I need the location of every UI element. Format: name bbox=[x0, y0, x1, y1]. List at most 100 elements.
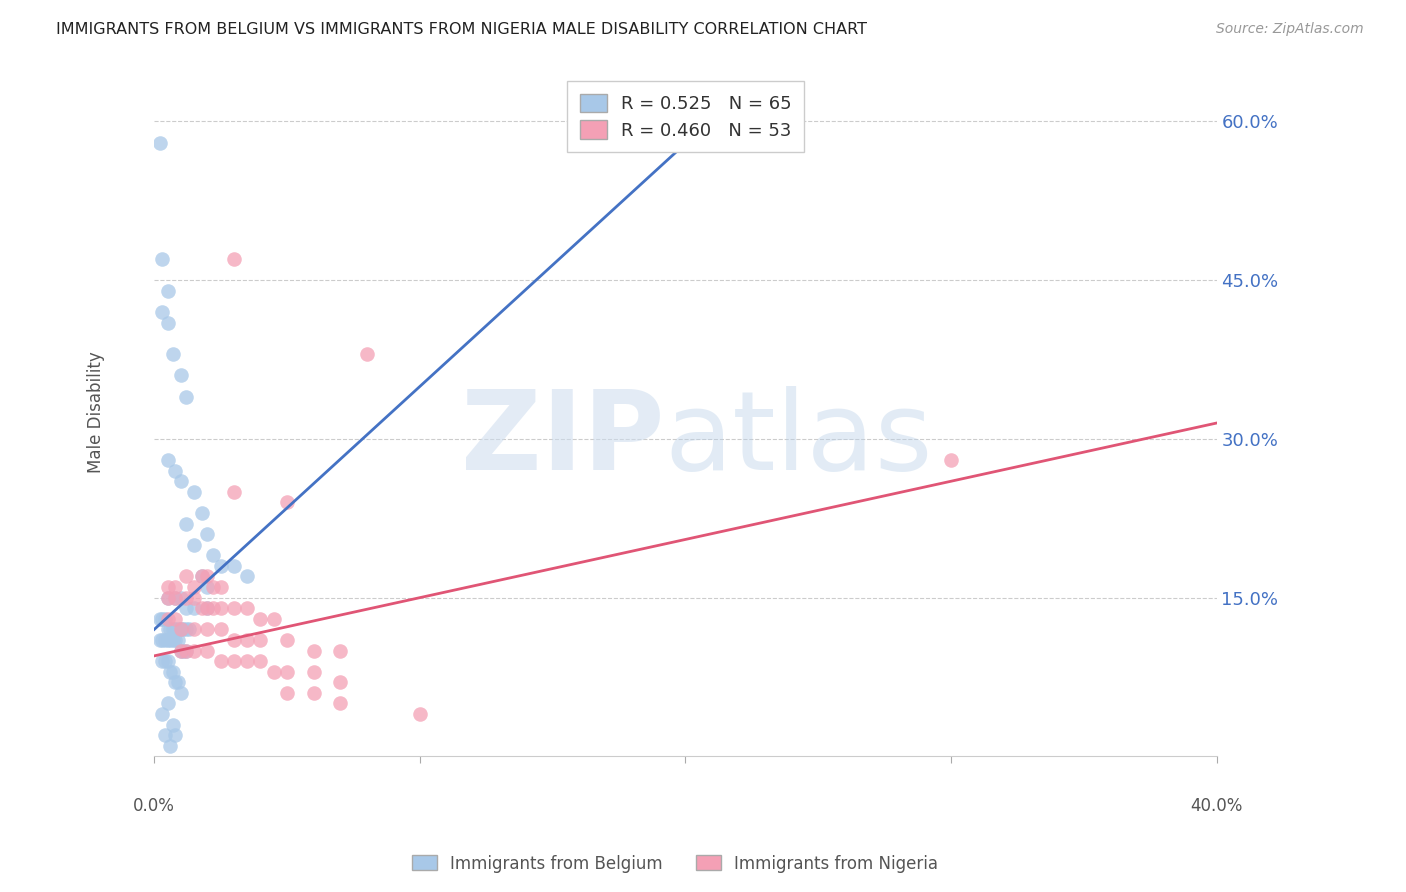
Point bbox=[156, 623, 179, 637]
Point bbox=[276, 495, 298, 509]
Point bbox=[209, 601, 232, 615]
Point bbox=[156, 612, 179, 626]
Point bbox=[167, 675, 190, 690]
Point bbox=[183, 484, 205, 499]
Point bbox=[191, 601, 214, 615]
Point bbox=[236, 601, 259, 615]
Point bbox=[174, 601, 197, 615]
Point bbox=[249, 654, 271, 668]
Point bbox=[159, 739, 181, 753]
Point bbox=[165, 728, 187, 742]
Point bbox=[156, 284, 179, 298]
Point bbox=[170, 591, 193, 605]
Point bbox=[329, 697, 352, 711]
Point bbox=[162, 632, 184, 647]
Point bbox=[162, 347, 184, 361]
Point bbox=[150, 632, 173, 647]
Point bbox=[183, 538, 205, 552]
Point bbox=[201, 601, 224, 615]
Point bbox=[174, 516, 197, 531]
Point bbox=[183, 623, 205, 637]
Point bbox=[156, 453, 179, 467]
Point bbox=[302, 686, 325, 700]
Point bbox=[302, 665, 325, 679]
Text: Source: ZipAtlas.com: Source: ZipAtlas.com bbox=[1216, 22, 1364, 37]
Point bbox=[159, 665, 181, 679]
Point bbox=[165, 623, 187, 637]
Point bbox=[174, 569, 197, 583]
Legend: R = 0.525   N = 65, R = 0.460   N = 53: R = 0.525 N = 65, R = 0.460 N = 53 bbox=[567, 81, 804, 153]
Point bbox=[276, 686, 298, 700]
Point bbox=[156, 316, 179, 330]
Point bbox=[209, 623, 232, 637]
Text: 0.0%: 0.0% bbox=[134, 797, 176, 814]
Point bbox=[209, 580, 232, 594]
Point bbox=[167, 632, 190, 647]
Point bbox=[209, 654, 232, 668]
Point bbox=[165, 612, 187, 626]
Point bbox=[150, 707, 173, 722]
Point bbox=[170, 643, 193, 657]
Point bbox=[174, 643, 197, 657]
Point bbox=[172, 623, 194, 637]
Point bbox=[329, 643, 352, 657]
Point bbox=[153, 632, 176, 647]
Point bbox=[156, 591, 179, 605]
Point bbox=[162, 665, 184, 679]
Point bbox=[156, 697, 179, 711]
Point bbox=[195, 527, 218, 541]
Text: IMMIGRANTS FROM BELGIUM VS IMMIGRANTS FROM NIGERIA MALE DISABILITY CORRELATION C: IMMIGRANTS FROM BELGIUM VS IMMIGRANTS FR… bbox=[56, 22, 868, 37]
Point bbox=[170, 686, 193, 700]
Point bbox=[170, 623, 193, 637]
Point bbox=[249, 612, 271, 626]
Point bbox=[148, 612, 170, 626]
Point bbox=[174, 591, 197, 605]
Point bbox=[156, 591, 179, 605]
Point bbox=[150, 252, 173, 266]
Point bbox=[156, 632, 179, 647]
Point bbox=[329, 675, 352, 690]
Point bbox=[939, 453, 962, 467]
Point bbox=[156, 654, 179, 668]
Point bbox=[191, 569, 214, 583]
Point bbox=[170, 475, 193, 489]
Point bbox=[165, 591, 187, 605]
Point bbox=[195, 643, 218, 657]
Point bbox=[276, 665, 298, 679]
Point bbox=[167, 623, 190, 637]
Point bbox=[236, 569, 259, 583]
Point bbox=[195, 601, 218, 615]
Point bbox=[222, 558, 245, 573]
Point bbox=[156, 580, 179, 594]
Legend: Immigrants from Belgium, Immigrants from Nigeria: Immigrants from Belgium, Immigrants from… bbox=[405, 848, 945, 880]
Point bbox=[165, 464, 187, 478]
Point bbox=[191, 569, 214, 583]
Text: Male Disability: Male Disability bbox=[87, 351, 105, 474]
Text: ZIP: ZIP bbox=[461, 386, 664, 493]
Point bbox=[222, 252, 245, 266]
Point bbox=[150, 612, 173, 626]
Point bbox=[153, 654, 176, 668]
Point bbox=[249, 632, 271, 647]
Point bbox=[165, 591, 187, 605]
Text: atlas: atlas bbox=[664, 386, 932, 493]
Point bbox=[191, 506, 214, 520]
Point bbox=[263, 665, 285, 679]
Point bbox=[222, 601, 245, 615]
Point bbox=[159, 632, 181, 647]
Point bbox=[201, 580, 224, 594]
Point bbox=[159, 623, 181, 637]
Point bbox=[170, 368, 193, 383]
Point bbox=[195, 580, 218, 594]
Point bbox=[183, 643, 205, 657]
Point bbox=[201, 549, 224, 563]
Point bbox=[174, 390, 197, 404]
Point bbox=[162, 623, 184, 637]
Point bbox=[183, 591, 205, 605]
Point bbox=[170, 623, 193, 637]
Point bbox=[222, 484, 245, 499]
Point bbox=[177, 623, 200, 637]
Point bbox=[222, 654, 245, 668]
Point bbox=[153, 612, 176, 626]
Point bbox=[165, 632, 187, 647]
